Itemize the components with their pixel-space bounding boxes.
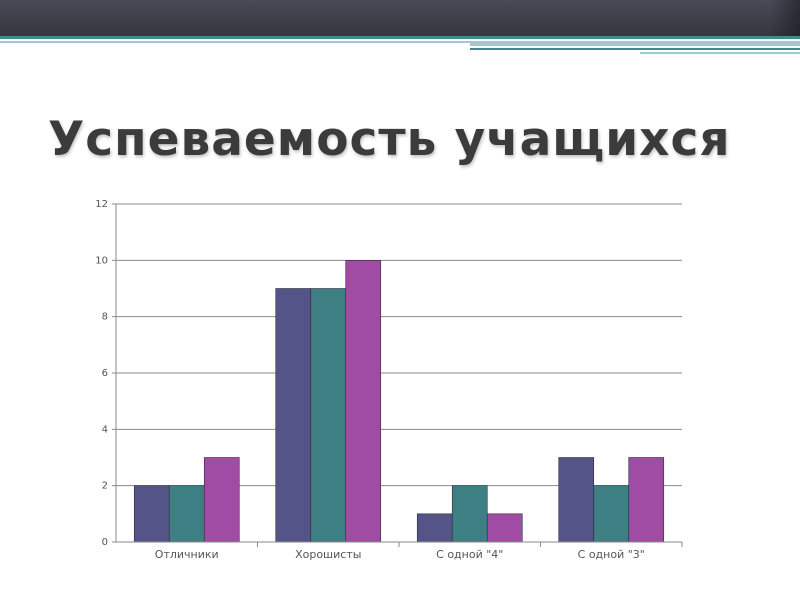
y-tick-label: 12 [95,199,108,210]
chart-bars [133,260,665,543]
bar-cat2-series0 [416,513,453,543]
y-tick-label: 0 [102,537,108,548]
slide-title: Успеваемость учащихся [48,112,731,167]
category-label: Хорошисты [295,548,361,561]
bar-cat1-series1 [310,288,347,543]
bar-cat1-series2 [345,260,382,543]
bar-cat3-series2 [628,457,665,543]
chart-axes [112,203,683,547]
category-label: С одной "3" [578,548,645,561]
category-label: С одной "4" [436,548,503,561]
chart-y-tick-labels: 0 2 4 6 8 10 12 [95,199,108,548]
y-tick-label: 6 [102,368,108,379]
bar-cat2-series2 [486,513,523,543]
bar-cat1-series0 [275,288,312,543]
y-tick-label: 2 [102,481,108,492]
decor-line-5 [640,52,800,54]
top-header-shade [770,0,800,36]
decor-line-4 [470,48,800,50]
decor-line-3 [470,41,800,46]
bar-cat2-series1 [451,485,488,543]
bar-cat3-series1 [593,485,630,543]
category-label: Отличники [155,548,219,561]
chart-category-labels: Отличники Хорошисты С одной "4" С одной "3" [155,548,645,561]
decor-line-1 [0,36,800,39]
bar-cat0-series0 [133,485,170,543]
y-tick-label: 8 [102,312,108,323]
y-tick-label: 10 [95,255,108,266]
bar-cat0-series1 [168,485,205,543]
chart-gridlines [116,203,682,487]
bar-cat0-series2 [203,457,240,543]
decor-line-2 [0,41,470,43]
y-tick-label: 4 [102,424,108,435]
bar-cat3-series0 [558,457,595,543]
top-header-band [0,0,800,36]
